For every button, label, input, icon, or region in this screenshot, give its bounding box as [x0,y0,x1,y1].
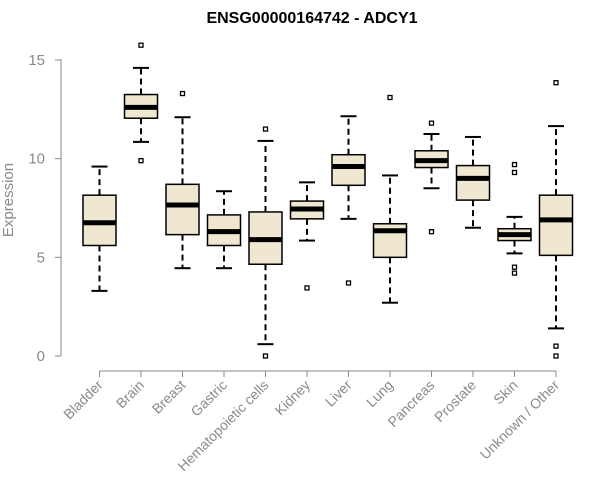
outlier-point [511,169,518,176]
outlier-point [138,42,144,48]
box-4 [206,190,242,270]
box-8 [372,94,408,304]
chart-title: ENSG00000164742 - ADCY1 [206,10,417,27]
y-tick-label: 15 [28,52,45,69]
box-2 [123,42,159,164]
outlier-point [553,343,559,349]
box-12 [538,80,574,359]
x-tick-label: Liver [322,377,355,410]
x-tick-label: Kidney [272,377,314,419]
y-axis: 0 5 10 15 [28,52,61,365]
y-tick-label: 10 [28,151,45,168]
iqr-box [331,153,366,187]
outlier-point [138,157,144,164]
outlier-point [511,270,518,276]
box-3 [165,90,200,270]
x-tick-label: Brain [113,377,147,411]
outlier-point [262,353,269,359]
outlier-point [511,264,518,270]
y-axis-label: Expression [0,163,17,237]
box-6 [289,181,325,291]
box-1 [82,165,117,292]
outlier-point [262,126,269,132]
y-tick-label: 5 [37,249,45,266]
box-10 [455,135,491,229]
iqr-box [165,183,200,236]
outlier-point [553,80,559,86]
outlier-point [387,94,393,101]
box-5 [248,126,283,359]
outlier-point [304,285,310,291]
iqr-box [455,164,491,201]
x-tick-label: Skin [490,377,521,408]
x-tick-label: Unknown / Other [477,377,563,463]
plot-area [82,42,574,359]
outlier-point [428,120,435,126]
outlier-point [553,353,559,359]
outlier-point [511,161,518,168]
box-9 [414,120,449,235]
box-7 [331,115,366,286]
outlier-point [428,229,435,235]
box-11 [497,161,532,276]
x-tick-label: Prostate [431,377,479,425]
x-tick-label: Lung [363,377,396,410]
outlier-point [179,90,186,97]
iqr-box [538,194,574,257]
y-tick-label: 0 [37,348,45,365]
x-tick-label: Bladder [60,377,106,423]
outlier-point [345,280,352,286]
x-tick-label: Breast [149,377,189,417]
